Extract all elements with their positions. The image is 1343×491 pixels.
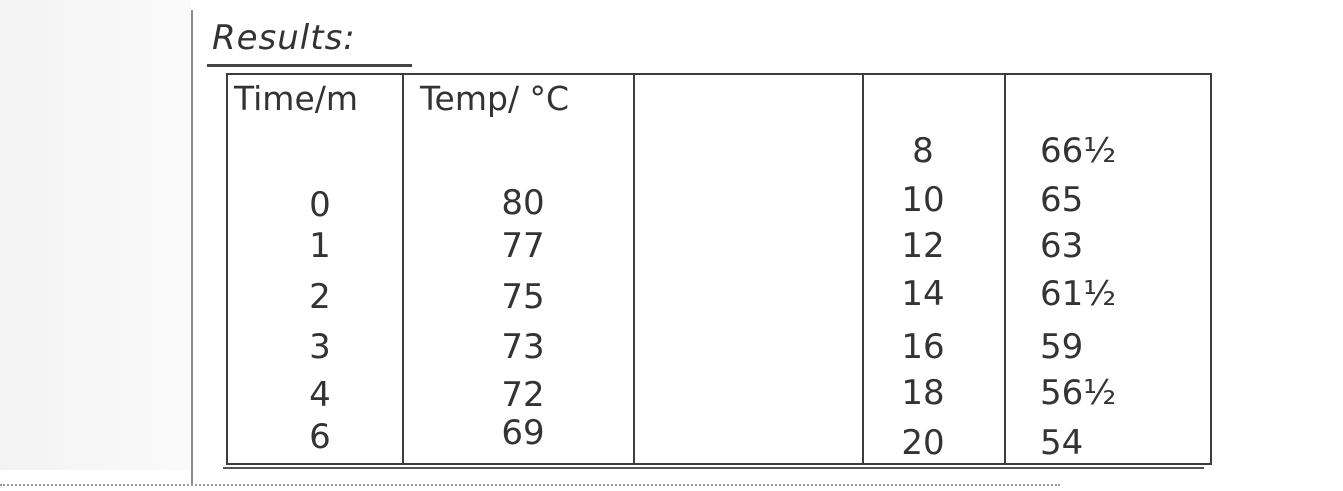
- time-cell: 4: [309, 375, 331, 415]
- margin-line: [191, 10, 193, 486]
- time-cell: 6: [309, 417, 331, 457]
- time-cell: 20: [901, 423, 945, 463]
- time-cell: 12: [901, 226, 945, 266]
- temp-cell: 72: [501, 375, 545, 415]
- dotted-edge: [0, 484, 1060, 486]
- temp-cell: 75: [501, 277, 545, 317]
- column-divider: [633, 75, 635, 463]
- time-cell: 1: [309, 226, 331, 266]
- results-table: [226, 73, 1212, 465]
- temp-cell: 59: [1040, 327, 1084, 367]
- time-cell: 18: [901, 373, 945, 413]
- time-cell: 2: [309, 277, 331, 317]
- time-cell: 16: [901, 327, 945, 367]
- header-time: Time/m: [234, 79, 359, 118]
- temp-cell: 77: [501, 226, 545, 266]
- temp-cell: 80: [501, 183, 545, 223]
- temp-cell: 54: [1040, 423, 1084, 463]
- column-divider: [1004, 75, 1006, 463]
- temp-cell: 56½: [1040, 373, 1117, 413]
- heading-underline: [207, 64, 412, 67]
- column-divider: [402, 75, 404, 463]
- temp-cell: 65: [1040, 180, 1084, 220]
- temp-cell: 63: [1040, 226, 1084, 266]
- table-double-underline: [223, 467, 1204, 469]
- temp-cell: 73: [501, 327, 545, 367]
- scan-margin-shade: [0, 0, 190, 470]
- results-heading: Results:: [212, 18, 356, 58]
- time-cell: 0: [309, 185, 331, 225]
- time-cell: 14: [901, 274, 945, 314]
- column-divider: [862, 75, 864, 463]
- time-cell: 8: [912, 131, 934, 171]
- temp-cell: 61½: [1040, 274, 1117, 314]
- header-temp: Temp/ °C: [420, 79, 570, 118]
- temp-cell: 69: [501, 413, 545, 453]
- temp-cell: 66½: [1040, 131, 1117, 171]
- time-cell: 10: [901, 180, 945, 220]
- time-cell: 3: [309, 327, 331, 367]
